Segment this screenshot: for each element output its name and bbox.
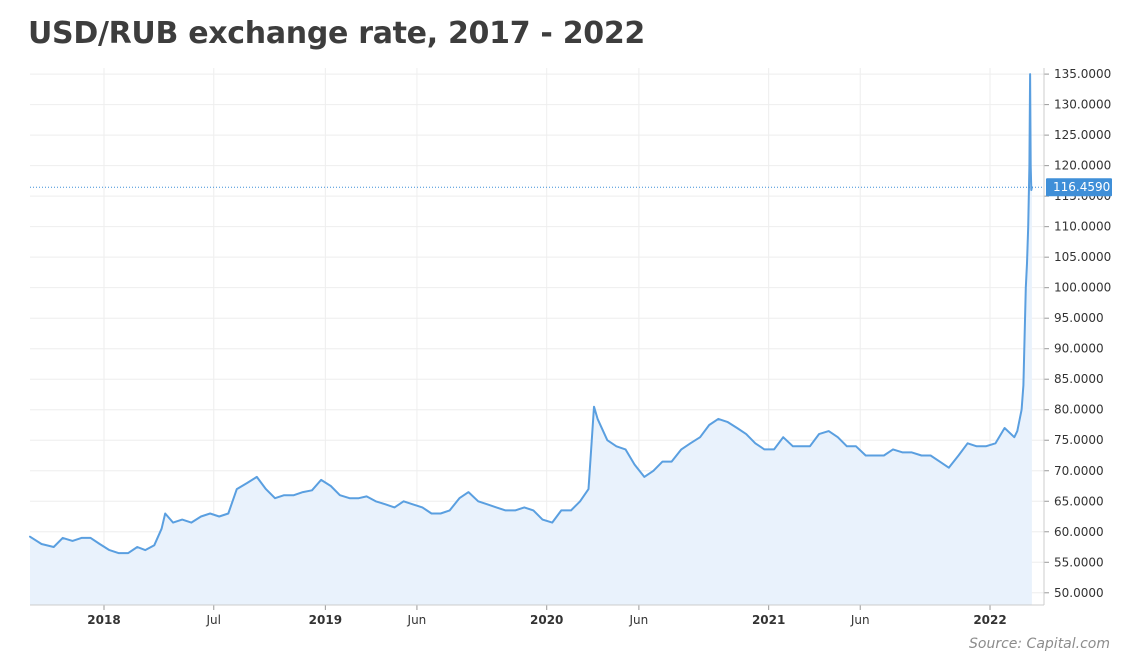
plot-area [29, 73, 1033, 606]
series-line [29, 73, 1033, 555]
last-price-label: 116.4590 [1053, 180, 1110, 194]
y-tick-label: 65.0000 [1054, 494, 1104, 508]
x-tick-label: Jul [206, 613, 221, 627]
y-tick-label: 80.0000 [1054, 403, 1104, 417]
x-axis: 2018 Jul 2019 Jun 2020 Jun 2021 Jun 2022 [30, 604, 1044, 627]
y-tick-label: 70.0000 [1054, 464, 1104, 478]
y-tick-label: 130.0000 [1054, 98, 1111, 112]
y-tick-label: 95.0000 [1054, 311, 1104, 325]
y-tick-label: 85.0000 [1054, 372, 1104, 386]
y-tick-label: 120.0000 [1054, 159, 1111, 173]
series-area [30, 74, 1032, 606]
x-tick-label: 2022 [973, 613, 1006, 627]
x-tick-label: 2021 [752, 613, 785, 627]
y-tick-label: 55.0000 [1054, 555, 1104, 569]
y-tick-label: 75.0000 [1054, 433, 1104, 447]
x-tick-label: 2020 [530, 613, 563, 627]
last-price-badge [1046, 178, 1112, 197]
y-tick-label: 135.0000 [1054, 67, 1111, 81]
y-tick-label: 50.0000 [1054, 586, 1104, 600]
x-tick-label: Jun [407, 613, 427, 627]
x-tick-label: 2018 [87, 613, 120, 627]
chart-title: USD/RUB exchange rate, 2017 - 2022 [28, 16, 646, 51]
source-credit: Source: Capital.com [969, 636, 1110, 652]
y-tick-label: 110.0000 [1054, 220, 1111, 234]
y-axis: 50.0000 55.0000 60.0000 65.0000 70.0000 75.00… [1043, 67, 1111, 605]
y-tick-label: 105.0000 [1054, 250, 1111, 264]
y-tick-label: 60.0000 [1054, 525, 1104, 539]
y-tick-label: 100.0000 [1054, 281, 1111, 295]
last-price-marker: 116.4590 [30, 178, 1112, 197]
y-tick-label: 90.0000 [1054, 342, 1104, 356]
x-tick-label: Jun [629, 613, 649, 627]
x-tick-label: Jun [850, 613, 870, 627]
y-tick-label: 125.0000 [1054, 128, 1111, 142]
x-tick-label: 2019 [309, 613, 342, 627]
